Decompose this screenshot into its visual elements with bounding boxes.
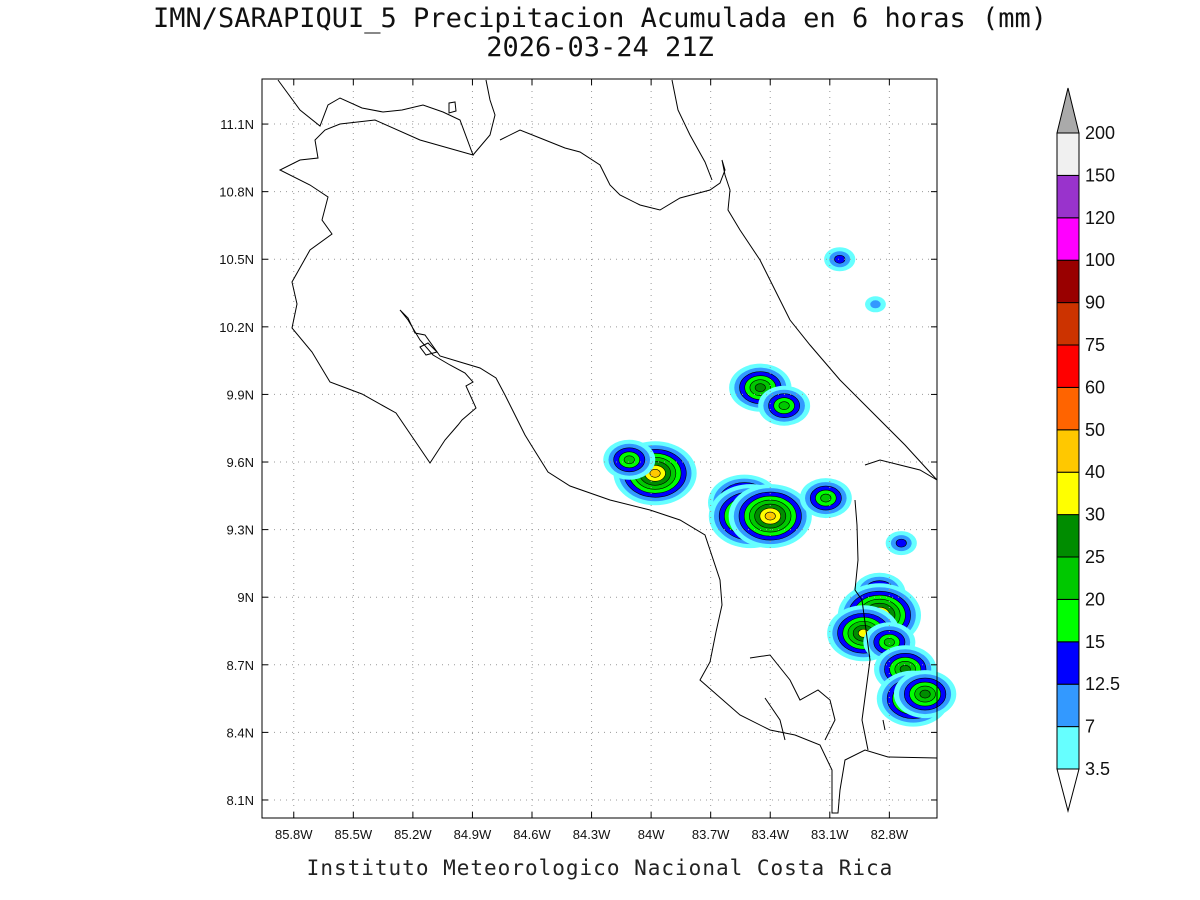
lon-tick-label: 82.8W — [871, 827, 909, 842]
colorbar-band — [1056, 344, 1080, 388]
lon-tick-label: 84.9W — [454, 827, 492, 842]
colorbar-label: 40 — [1085, 462, 1105, 482]
grid-layer — [262, 79, 937, 818]
colorbar-label: 7 — [1085, 717, 1095, 737]
colorbar-band — [1056, 471, 1080, 516]
precip-contour — [764, 511, 776, 521]
map-axes: 85.8W 85.5W 85.2W 84.9W 84.6W 84.3W 84W 83.7W 83… — [219, 79, 937, 842]
colorbar-label: 12.5 — [1085, 674, 1120, 694]
colorbar-band — [1056, 429, 1080, 473]
colorbar-band — [1056, 132, 1080, 176]
lon-tick-label: 83.7W — [692, 827, 730, 842]
precip-contour — [623, 455, 635, 465]
precip-contour — [834, 254, 846, 264]
colorbar-band — [1056, 556, 1080, 600]
colorbar-label: 60 — [1085, 377, 1105, 397]
lon-tick-label: 84.3W — [573, 827, 611, 842]
colorbar-label: 75 — [1085, 335, 1105, 355]
colorbar-label: 120 — [1085, 208, 1115, 228]
colorbar-label: 50 — [1085, 420, 1105, 440]
colorbar-label: 3.5 — [1085, 759, 1110, 779]
colorbar: 3.5 7 12.5 15 20 25 30 40 50 60 75 90 100 120 150 200 — [1056, 87, 1120, 813]
colorbar-band — [1056, 386, 1080, 431]
lat-tick-label: 9.6N — [227, 455, 254, 470]
lon-tick-label: 84.6W — [513, 827, 551, 842]
lon-tick-label: 85.8W — [275, 827, 313, 842]
colorbar-band — [1056, 174, 1080, 219]
precip-contour — [919, 689, 931, 699]
colorbar-band — [1056, 641, 1080, 685]
precip-contour — [895, 538, 907, 548]
lat-tick-label: 8.7N — [227, 658, 254, 673]
coastline — [277, 79, 938, 814]
colorbar-band — [1056, 302, 1080, 346]
lon-tick-label: 85.5W — [335, 827, 373, 842]
precip-contour — [870, 300, 881, 309]
colorbar-label: 100 — [1085, 250, 1115, 270]
precip-contour — [778, 401, 790, 410]
lat-tick-label: 9.9N — [227, 387, 254, 402]
lat-tick-label: 10.8N — [219, 185, 254, 200]
precip-contour — [820, 493, 832, 503]
colorbar-label: 200 — [1085, 123, 1115, 143]
lat-tick-label: 10.2N — [219, 320, 254, 335]
lat-tick-label: 9.3N — [227, 523, 254, 538]
lat-tick-label: 10.5N — [219, 252, 254, 267]
colorbar-label: 25 — [1085, 547, 1105, 567]
colorbar-band — [1056, 514, 1080, 558]
map-frame — [261, 78, 938, 819]
lon-tick-label: 85.2W — [394, 827, 432, 842]
colorbar-min-arrow — [1056, 768, 1080, 813]
precip-contour — [883, 637, 895, 647]
colorbar-label: 150 — [1085, 165, 1115, 185]
colorbar-max-arrow — [1056, 87, 1080, 134]
chart-subtitle: 2026-03-24 21Z — [486, 32, 714, 63]
lat-tick-label: 9N — [237, 590, 254, 605]
chart-title: IMN/SARAPIQUI_5 Precipitacion Acumulada … — [152, 3, 1048, 34]
colorbar-band — [1056, 683, 1080, 728]
colorbar-label: 20 — [1085, 589, 1105, 609]
lat-tick-label: 8.4N — [227, 725, 254, 740]
colorbar-label: 90 — [1085, 293, 1105, 313]
lat-tick-label: 11.1N — [220, 117, 254, 132]
lon-tick-label: 83.1W — [811, 827, 849, 842]
lat-tick-label: 8.1N — [227, 793, 254, 808]
precip-layer — [603, 247, 957, 727]
precip-contour — [754, 383, 766, 392]
lon-tick-label: 83.4W — [751, 827, 789, 842]
colorbar-label: 30 — [1085, 505, 1105, 525]
footer-credit: Instituto Meteorologico Nacional Costa R… — [306, 856, 894, 880]
colorbar-label: 15 — [1085, 632, 1105, 652]
colorbar-band — [1056, 598, 1080, 643]
colorbar-band — [1056, 259, 1080, 304]
colorbar-band — [1056, 217, 1080, 261]
precip-contour — [649, 468, 661, 478]
colorbar-band — [1056, 726, 1080, 770]
lon-tick-label: 84W — [638, 827, 665, 842]
